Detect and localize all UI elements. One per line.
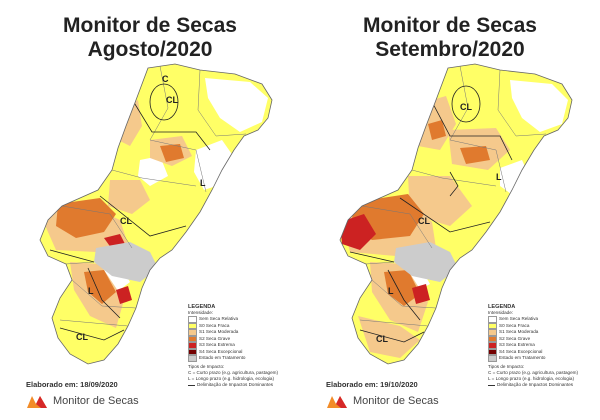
- panel-subtitle: Setembro/2020: [375, 38, 525, 61]
- impact-label: L: [88, 286, 94, 296]
- region-s2: [460, 146, 490, 164]
- legend-item: S2 Seca Grave: [488, 335, 596, 343]
- region-s3: [116, 286, 132, 304]
- map-panel-setembro: Monitor de Secas Setembro/2020: [300, 0, 600, 420]
- legend-impact-item: C = Curto prazo (e.g. agricultura, pasta…: [488, 369, 579, 375]
- legend-item: S1 Seca Moderada: [188, 329, 296, 336]
- region-outline: [39, 63, 273, 365]
- legend-item: S3 Seca Extrema: [188, 342, 296, 349]
- legend-item: S2 Seca Grave: [188, 335, 296, 343]
- brand-name: Monitor de Secas: [53, 395, 139, 407]
- region-no-drought: [510, 80, 568, 132]
- region-s1: [108, 180, 150, 214]
- impact-label: L: [200, 178, 206, 188]
- elaboration-date: Elaborado em: 18/09/2020: [26, 380, 118, 389]
- legend-item: Sem Seca Relativa: [188, 316, 296, 323]
- map-legend: LEGENDA Intensidade: Sem Seca Relativa S…: [488, 304, 596, 388]
- region-s2: [84, 270, 116, 304]
- impact-label: C: [162, 74, 169, 84]
- legend-impact-item: L = Longo prazo (e.g. hidrologia, ecolog…: [188, 375, 275, 381]
- region-s3: [412, 284, 430, 304]
- elaboration-date: Elaborado em: 19/10/2020: [326, 380, 418, 389]
- map-legend: LEGENDA Intensidade: Sem Seca Relativa S…: [188, 304, 296, 388]
- impact-label: CL: [418, 216, 430, 226]
- legend-impact-item: Delimitação de Impactos Dominantes: [188, 382, 296, 388]
- legend-subtitle: Intensidade:: [488, 310, 514, 316]
- legend-item: S0 Seca Fraca: [488, 322, 596, 330]
- impact-label: CL: [76, 332, 88, 342]
- legend-impact-title: Tipos de Impacto:: [488, 363, 525, 369]
- region-outline: [339, 63, 573, 365]
- legend-subtitle: Intensidade:: [188, 310, 214, 316]
- map-panel-agosto: Monitor de Secas Agosto/2020: [26, 14, 296, 409]
- region-s1: [358, 316, 420, 358]
- monitor-logo-icon: [27, 396, 47, 408]
- legend-title: LEGENDA: [488, 304, 516, 310]
- legend-item: S3 Seca Extrema: [488, 342, 596, 349]
- brand-name: Monitor de Secas: [353, 395, 439, 407]
- legend-item: S4 Seca Excepcional: [488, 348, 596, 356]
- legend-item: S4 Seca Excepcional: [188, 348, 296, 356]
- panel-subtitle: Agosto/2020: [87, 38, 213, 61]
- impact-label: L: [388, 286, 394, 296]
- panel-title: Monitor de Secas: [363, 14, 537, 37]
- drought-map: CL L CL L CL: [339, 63, 573, 365]
- drought-map: CL C L CL L CL: [39, 63, 273, 365]
- legend-impact-item: Delimitação de Impactos Dominantes: [488, 382, 596, 388]
- region-s2: [160, 144, 184, 162]
- legend-item: S1 Seca Moderada: [488, 329, 596, 336]
- impact-label: CL: [460, 102, 472, 112]
- brand: Monitor de Secas: [326, 393, 439, 409]
- region-s2: [56, 198, 116, 238]
- legend-impact-item: L = Longo prazo (e.g. hidrologia, ecolog…: [488, 375, 575, 381]
- legend-title: LEGENDA: [188, 304, 216, 310]
- legend-item: Estado em Tratamento: [488, 355, 596, 362]
- impact-label: CL: [376, 334, 388, 344]
- impact-label: CL: [166, 95, 178, 105]
- region-treatment: [394, 242, 458, 282]
- region-no-drought: [205, 78, 268, 132]
- brand: Monitor de Secas: [26, 393, 139, 409]
- panel-title: Monitor de Secas: [63, 14, 237, 37]
- legend-impact-item: C = Curto prazo (e.g. agricultura, pasta…: [188, 369, 279, 375]
- legend-item: S0 Seca Fraca: [188, 322, 296, 330]
- legend-item: Estado em Tratamento: [188, 355, 296, 362]
- impact-label: L: [496, 172, 502, 182]
- legend-impact-title: Tipos de Impacto:: [188, 363, 225, 369]
- impact-label: CL: [120, 216, 132, 226]
- legend-item: Sem Seca Relativa: [488, 316, 596, 323]
- monitor-logo-icon: [327, 396, 347, 408]
- region-treatment: [94, 242, 158, 282]
- region-s3: [340, 214, 376, 250]
- region-s2: [428, 120, 446, 140]
